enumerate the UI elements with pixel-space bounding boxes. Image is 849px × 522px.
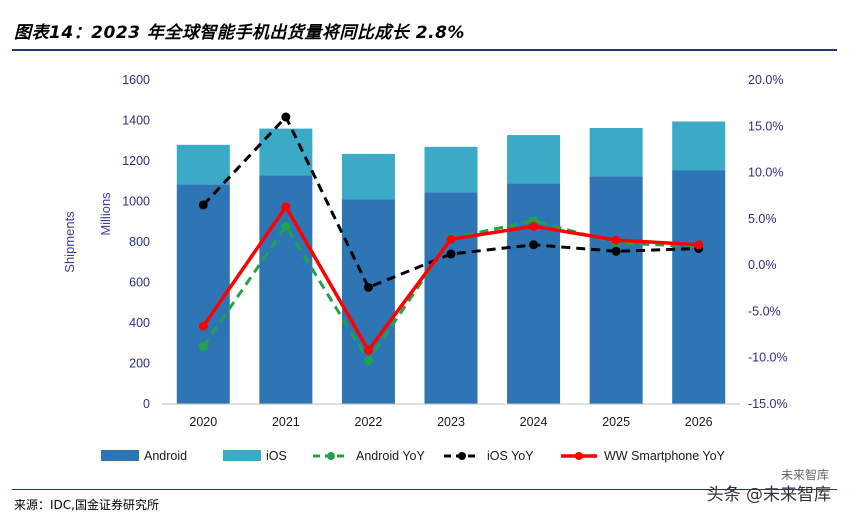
y-right-tick-label: 0.0%: [748, 258, 777, 272]
bars-group: [176, 121, 726, 404]
point-android-yoy-2022: [363, 355, 373, 365]
x-tick-label: 2023: [437, 415, 465, 429]
bar-android-2023: [424, 192, 478, 404]
point-ww-smartphone-yoy-2025: [611, 235, 621, 245]
legend-label-ios-yoy: iOS YoY: [487, 449, 534, 463]
point-ww-smartphone-yoy-2022: [363, 345, 373, 355]
x-tick-label: 2026: [685, 415, 713, 429]
point-ios-yoy-2020: [198, 200, 208, 210]
y-left-tick-label: 600: [129, 276, 150, 290]
point-ios-yoy-2024: [529, 240, 539, 250]
bar-ios-2026: [672, 121, 726, 171]
legend-label-android-yoy: Android YoY: [356, 449, 425, 463]
point-ww-smartphone-yoy-2020: [198, 321, 208, 331]
y-left-tick-label: 1000: [122, 195, 150, 209]
point-ios-yoy-2023: [446, 249, 456, 259]
watermark-small: 未来智库: [780, 468, 829, 482]
y-left-tick-label: 800: [129, 235, 150, 249]
y-right-tick-label: 5.0%: [748, 212, 777, 226]
point-ww-smartphone-yoy-2023: [446, 234, 456, 244]
point-ww-smartphone-yoy-2021: [281, 202, 291, 212]
source-rule: [12, 489, 837, 490]
x-tick-label: 2022: [355, 415, 383, 429]
y-right-tick-label: -10.0%: [748, 351, 788, 365]
y-left-tick-label: 1200: [122, 154, 150, 168]
point-ww-smartphone-yoy-2024: [529, 221, 539, 231]
lines-group: [198, 112, 704, 365]
point-ios-yoy-2025: [611, 246, 621, 256]
x-tick-label: 2025: [602, 415, 630, 429]
y-left-tick-label: 1400: [122, 114, 150, 128]
x-tick-label: 2024: [520, 415, 548, 429]
y-right-tick-label: 20.0%: [748, 73, 783, 87]
legend-marker-ww-smartphone-yoy: [575, 452, 583, 460]
watermark: 头条 @未来智库: [706, 485, 831, 505]
y-left-tick-label: 1600: [122, 73, 150, 87]
legend-label-ww-smartphone-yoy: WW Smartphone YoY: [604, 449, 726, 463]
y-right-tick-label: 10.0%: [748, 166, 783, 180]
point-ios-yoy-2022: [363, 282, 373, 292]
legend-label-ios: iOS: [266, 449, 287, 463]
legend-swatch-android: [101, 450, 139, 461]
x-tick-label: 2021: [272, 415, 300, 429]
y-left-tick-label: 400: [129, 316, 150, 330]
bar-android-2025: [589, 176, 643, 404]
x-tick-label: 2020: [189, 415, 217, 429]
y-left-tick-label: 0: [143, 397, 150, 411]
legend-marker-ios-yoy: [458, 452, 466, 460]
bar-android-2020: [176, 184, 230, 404]
y-right-tick-label: 15.0%: [748, 119, 783, 133]
legend-group: Android iOS Android YoY iOS YoY WW Smartphon…: [101, 449, 726, 463]
bar-android-2026: [672, 170, 726, 404]
y-right-tick-label: -5.0%: [748, 304, 781, 318]
bar-android-2022: [341, 199, 395, 404]
bar-ios-2023: [424, 146, 478, 193]
legend-label-android: Android: [144, 449, 187, 463]
y-right-tick-label: -15.0%: [748, 397, 788, 411]
bar-ios-2022: [341, 153, 395, 200]
bar-android-2021: [259, 175, 313, 404]
y-left-tick-label: 200: [129, 357, 150, 371]
source-note: 来源：IDC,国金证券研究所: [14, 498, 159, 512]
bar-ios-2020: [176, 144, 230, 185]
point-android-yoy-2020: [198, 342, 208, 352]
title-rule: [12, 49, 837, 51]
legend-marker-android-yoy: [327, 452, 335, 460]
bar-ios-2025: [589, 127, 643, 177]
bar-ios-2024: [507, 135, 561, 184]
point-ios-yoy-2021: [281, 112, 291, 122]
y-axis-title: Shipments: [62, 211, 77, 273]
axes-group: 0 200 400 600 800 1000 1200 1400 1600 -15.0% -10.0…: [62, 73, 788, 429]
point-ww-smartphone-yoy-2026: [694, 240, 704, 250]
y-axis-title-unit: Millions: [98, 192, 113, 236]
chart-title: 图表14：2023 年全球智能手机出货量将同比成长 2.8%: [14, 23, 465, 43]
legend-swatch-ios: [223, 450, 261, 461]
point-android-yoy-2021: [281, 221, 291, 231]
